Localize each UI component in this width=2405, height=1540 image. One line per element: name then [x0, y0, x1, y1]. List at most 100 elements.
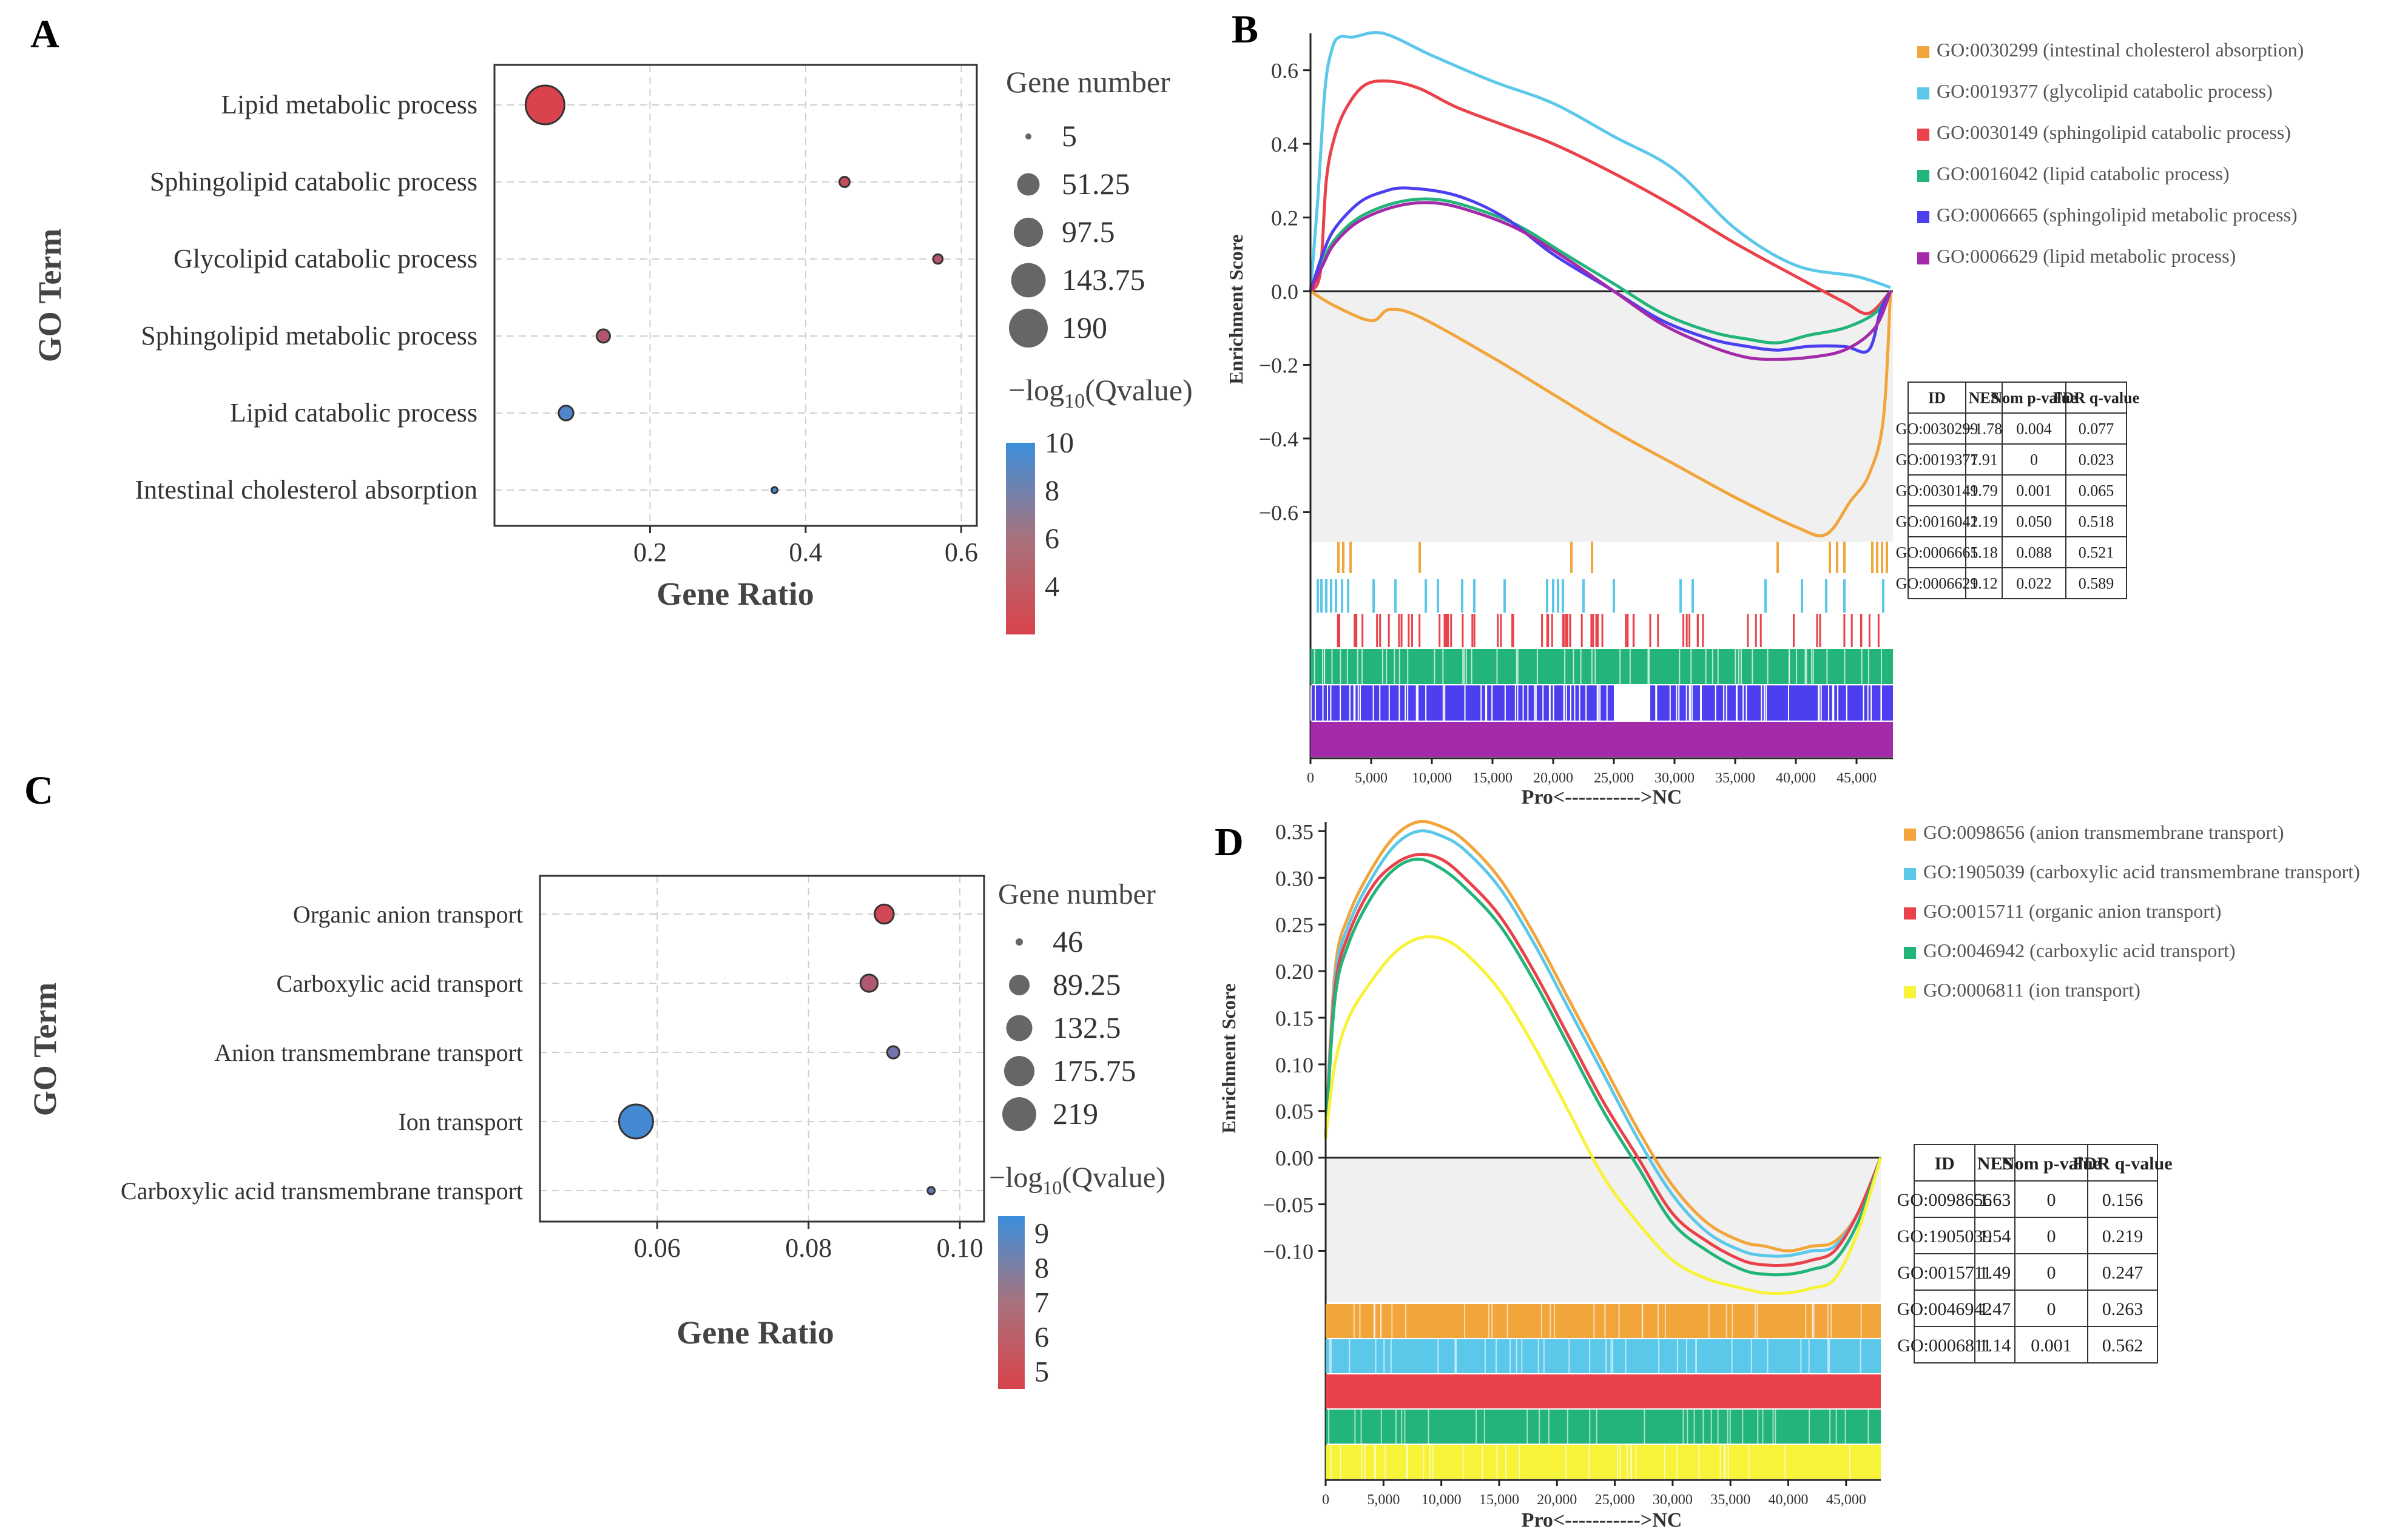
x-tick-label: 0 — [1322, 1492, 1329, 1508]
table-header: Nom p-value — [1991, 389, 2077, 407]
panel-b-barcodes — [1317, 542, 1888, 647]
panel-c-x-axis-label: Gene Ratio — [676, 1314, 834, 1351]
colorbar-tick-label: 6 — [1045, 523, 1059, 555]
panel-c-plot-frame — [539, 875, 985, 1223]
color-legend-title-prefix: −log — [989, 1162, 1042, 1194]
panel-a: Lipid metabolic process Sphingolipid cata… — [32, 64, 1193, 634]
panel-d-bands — [1326, 1304, 1881, 1479]
legend-label: GO:0015711 (organic anion transport) — [1923, 900, 2221, 922]
legend-label: GO:0006629 (lipid metabolic process) — [1937, 245, 2236, 267]
legend-swatch — [1904, 868, 1916, 880]
legend-label: GO:0098656 (anion transmembrane transpor… — [1923, 821, 2284, 843]
table-cell: 0.001 — [2016, 482, 2052, 500]
colorbar-tick-label: 5 — [1034, 1356, 1049, 1388]
table-cell: 0 — [2047, 1263, 2056, 1283]
table-cell: GO:0016042 — [1896, 513, 1978, 531]
table-cell: 0.004 — [2016, 420, 2052, 438]
x-tick-label: 30,000 — [1654, 770, 1695, 786]
table-header: ID — [1928, 389, 1946, 407]
legend-label: GO:0030149 (sphingolipid catabolic proce… — [1937, 121, 2291, 143]
panel-d-x-ticks: 0 5,000 10,000 15,000 20,000 25,000 30,000 35,0… — [1322, 1480, 1866, 1508]
y-tick-label: −0.6 — [1259, 500, 1298, 525]
x-tick-label: 35,000 — [1710, 1492, 1750, 1508]
table-cell: 1.19 — [1970, 513, 1998, 531]
size-legend-circle — [1006, 1015, 1033, 1041]
panel-b-y-axis-label: Enrichment Score — [1225, 234, 1247, 384]
x-tick-label: 35,000 — [1715, 770, 1755, 786]
size-legend-circle — [1025, 133, 1031, 140]
es-curve-go-0019377 — [1309, 31, 1891, 292]
x-tick-label: 45,000 — [1826, 1492, 1866, 1508]
category-label: Lipid catabolic process — [230, 398, 477, 428]
panel-label-b: B — [1232, 7, 1258, 52]
category-label: Lipid metabolic process — [221, 90, 477, 119]
table-cell: 0 — [2030, 451, 2038, 469]
x-tick-label: 0.6 — [945, 537, 978, 567]
panel-a-x-axis-label: Gene Ratio — [656, 576, 814, 612]
x-tick-label: 5,000 — [1355, 770, 1388, 786]
panel-b-legend: GO:0030299 (intestinal cholesterol absor… — [1917, 39, 2304, 267]
panel-a-points — [524, 84, 944, 494]
panel-a-color-legend-title: −log10(Qvalue) — [1008, 373, 1193, 412]
data-point — [926, 1186, 936, 1195]
table-cell: GO:0046942 — [1897, 1299, 1992, 1319]
panel-b-shade — [1310, 291, 1893, 542]
es-curve-go-0046942 — [1324, 858, 1883, 1277]
panel-c-points — [618, 903, 936, 1195]
table-cell: 0.077 — [2079, 420, 2114, 438]
panel-b-curves — [1309, 31, 1892, 537]
table-cell: 0 — [2047, 1299, 2056, 1319]
x-tick-label: 5,000 — [1367, 1492, 1400, 1508]
table-header: FDR q-value — [2053, 389, 2139, 407]
size-legend-label: 97.5 — [1062, 215, 1115, 249]
data-point — [524, 84, 565, 126]
y-tick-label: 0.35 — [1275, 819, 1314, 844]
color-legend-title-sub: 10 — [1064, 390, 1085, 412]
table-header: NES — [1977, 1154, 2012, 1174]
x-tick-label: 45,000 — [1837, 770, 1877, 786]
data-point — [596, 328, 611, 344]
panel-c-x-ticks: 0.06 0.08 0.10 — [634, 1222, 983, 1263]
panel-c-category-labels: Organic anion transport Carboxylic acid t… — [121, 901, 523, 1205]
panel-a-size-legend: 5 51.25 97.5 143.75 190 — [1009, 119, 1145, 348]
data-point — [771, 486, 779, 494]
es-curve-go-0098656 — [1324, 819, 1883, 1253]
legend-swatch — [1917, 87, 1929, 99]
table-cell: −1.78 — [1966, 420, 2002, 438]
es-curve-go-0006811 — [1324, 935, 1883, 1296]
legend-label: GO:0046942 (carboxylic acid transport) — [1923, 940, 2236, 961]
legend-label: GO:0006811 (ion transport) — [1923, 979, 2140, 1001]
size-legend-circle — [1013, 217, 1044, 247]
table-cell: 1.54 — [1979, 1226, 2011, 1246]
legend-label: GO:1905039 (carboxylic acid transmembran… — [1923, 861, 2360, 883]
panel-label-c: C — [24, 768, 53, 813]
legend-swatch — [1917, 46, 1929, 58]
size-legend-label: 190 — [1062, 311, 1107, 345]
panel-d: 0.35 0.30 0.25 0.20 0.15 0.10 0.05 0.00 −0.05 −0.… — [1218, 819, 2360, 1532]
category-label: Organic anion transport — [293, 901, 523, 928]
hit-band-yellow — [1326, 1445, 1881, 1479]
data-point — [838, 176, 851, 188]
panel-c: Organic anion transport Carboxylic acid t… — [27, 875, 1165, 1389]
table-cell: 1.49 — [1979, 1263, 2011, 1283]
size-legend-circle — [1002, 1097, 1036, 1131]
y-tick-label: 0.25 — [1275, 913, 1314, 937]
legend-label: GO:0019377 (glycolipid catabolic process… — [1937, 80, 2273, 102]
category-label: Anion transmembrane transport — [214, 1039, 523, 1066]
size-legend-label: 143.75 — [1062, 263, 1145, 297]
size-legend-label: 51.25 — [1062, 167, 1130, 201]
panel-label-a: A — [30, 12, 59, 56]
x-tick-label: 10,000 — [1422, 1492, 1462, 1508]
panel-a-size-legend-title: Gene number — [1006, 65, 1170, 99]
legend-label: GO:0030299 (intestinal cholesterol absor… — [1937, 39, 2304, 61]
hit-band-red — [1326, 1374, 1881, 1408]
legend-swatch — [1917, 170, 1929, 182]
colorbar-tick-label: 6 — [1034, 1322, 1049, 1354]
panel-b-x-axis-label: Pro<----------->NC — [1522, 786, 1682, 809]
table-cell: GO:0098656 — [1897, 1190, 1992, 1210]
x-tick-label: 30,000 — [1653, 1492, 1693, 1508]
category-label: Glycolipid catabolic process — [174, 244, 477, 274]
x-tick-label: 0.08 — [785, 1233, 832, 1263]
